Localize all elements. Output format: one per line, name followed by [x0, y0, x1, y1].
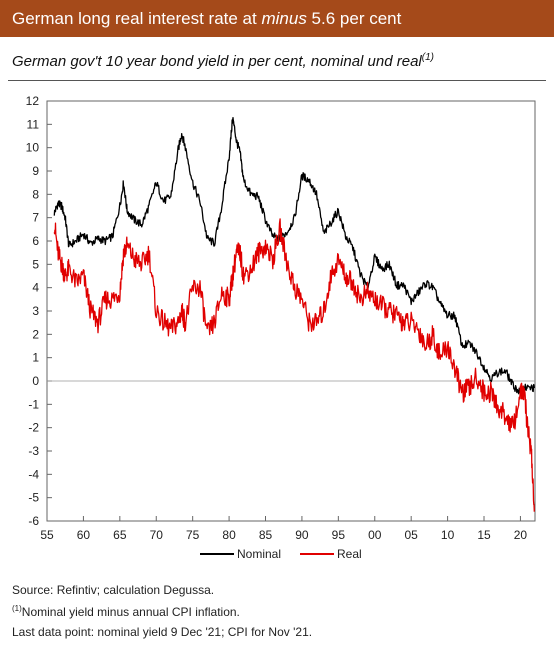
y-tick-label: 2 [32, 327, 39, 341]
source-note: Source: Refintiv; calculation Degussa. [12, 583, 215, 597]
series-line-real [53, 218, 535, 512]
y-tick-label: 5 [32, 257, 39, 271]
x-tick-label: 10 [441, 528, 455, 542]
plot-frame [46, 100, 536, 522]
y-tick-label: 6 [32, 234, 39, 248]
y-tick-label: -2 [28, 421, 39, 435]
legend-label-real: Real [337, 547, 362, 561]
x-tick-label: 95 [332, 528, 346, 542]
x-tick-label: 55 [40, 528, 54, 542]
x-tick-label: 60 [77, 528, 91, 542]
y-tick-label: 4 [32, 281, 39, 295]
footnote-marker: (1) [12, 604, 22, 613]
y-tick-label: -5 [28, 491, 39, 505]
y-tick-label: 10 [26, 141, 40, 155]
footnote: (1)Nominal yield minus annual CPI inflat… [12, 604, 240, 619]
chart-title: German long real interest rate at minus … [0, 0, 554, 37]
subtitle-text: German gov't 10 year bond yield in per c… [12, 53, 422, 70]
y-tick-label: 1 [32, 351, 39, 365]
chart-subtitle: German gov't 10 year bond yield in per c… [12, 52, 434, 70]
y-tick-label: 8 [32, 187, 39, 201]
x-tick-label: 00 [368, 528, 382, 542]
title-text-emphasis: minus [261, 9, 307, 28]
title-text-post: 5.6 per cent [306, 9, 402, 28]
y-tick-label: -1 [28, 397, 39, 411]
x-tick-label: 70 [150, 528, 164, 542]
x-tick-label: 15 [477, 528, 491, 542]
subtitle-footnote-marker: (1) [421, 52, 435, 63]
last-data-point-note: Last data point: nominal yield 9 Dec '21… [12, 625, 313, 639]
y-tick-label: -3 [28, 444, 39, 458]
x-tick-label: 80 [222, 528, 236, 542]
y-tick-label: 3 [32, 304, 39, 318]
y-tick-label: 12 [26, 94, 40, 108]
x-tick-label: 20 [514, 528, 528, 542]
legend-label-nominal: Nominal [237, 547, 281, 561]
y-tick-label: 0 [32, 374, 39, 388]
x-tick-label: 75 [186, 528, 200, 542]
y-tick-label: 11 [27, 117, 40, 131]
y-tick-label: 9 [32, 164, 39, 178]
x-tick-label: 85 [259, 528, 273, 542]
series-line-nominal [53, 116, 535, 395]
x-tick-label: 90 [295, 528, 309, 542]
y-tick-label: -4 [28, 467, 39, 481]
x-tick-label: 65 [113, 528, 127, 542]
title-text-pre: German long real interest rate at [12, 9, 262, 28]
subtitle-divider [8, 80, 546, 81]
x-tick-label: 05 [404, 528, 418, 542]
y-tick-label: -6 [28, 514, 39, 528]
footnote-text: Nominal yield minus annual CPI inflation… [21, 605, 240, 619]
y-tick-label: 7 [32, 211, 39, 225]
